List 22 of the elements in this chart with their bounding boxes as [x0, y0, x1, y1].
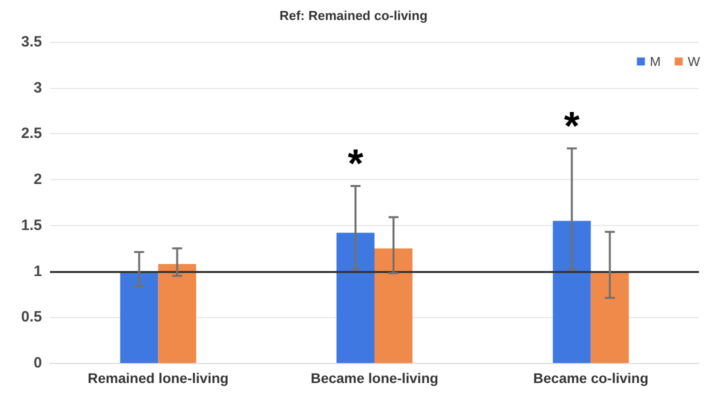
y-tick-label: 2 — [34, 171, 42, 188]
legend-label: M — [650, 54, 661, 69]
bar — [552, 220, 591, 363]
y-tick-label: 1.5 — [21, 216, 42, 234]
bar — [336, 232, 374, 363]
y-tick-label: 1 — [34, 262, 42, 280]
y-tick-label: 0.5 — [21, 308, 42, 326]
y-tick-label: 0 — [34, 354, 42, 372]
bar — [158, 264, 196, 363]
bar — [120, 271, 158, 363]
y-tick-label: 3 — [34, 79, 42, 96]
bar — [374, 248, 412, 363]
annotation: * — [348, 142, 364, 186]
y-tick-label: 3.5 — [21, 34, 42, 50]
x-tick-label: Remained lone-living — [88, 370, 229, 386]
bar — [590, 271, 629, 363]
x-tick-label: Became lone-living — [310, 370, 438, 386]
x-tick-label: Became co-living — [533, 370, 648, 386]
y-tick-label: 2.5 — [21, 125, 42, 142]
legend-label: W — [688, 54, 701, 69]
annotation: * — [564, 104, 580, 148]
chart-title: Ref: Remained co-living — [279, 8, 428, 23]
